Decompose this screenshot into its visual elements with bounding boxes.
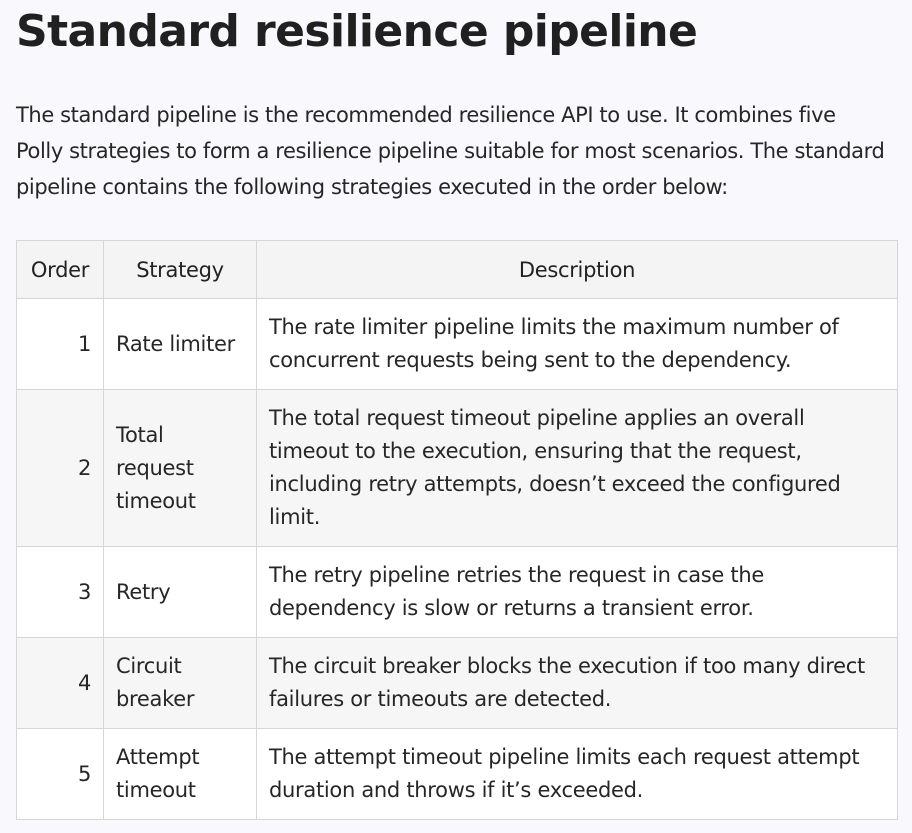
- order-cell: 4: [16, 637, 104, 729]
- table-row: 5 Attempt timeout The attempt timeout pi…: [16, 728, 898, 820]
- header-description: Description: [256, 240, 898, 299]
- description-cell: The rate limiter pipeline limits the max…: [256, 298, 898, 390]
- table-row: 2 Total request timeout The total reques…: [16, 389, 898, 547]
- table-header-row: Order Strategy Description: [16, 240, 898, 299]
- table-row: 4 Circuit breaker The circuit breaker bl…: [16, 637, 898, 729]
- strategy-cell: Total request timeout: [103, 389, 257, 547]
- header-strategy: Strategy: [103, 240, 257, 299]
- description-cell: The retry pipeline retries the request i…: [256, 546, 898, 638]
- table-row: 1 Rate limiter The rate limiter pipeline…: [16, 298, 898, 390]
- order-cell: 5: [16, 728, 104, 820]
- strategies-table: Order Strategy Description 1 Rate limite…: [16, 240, 898, 820]
- strategy-cell: Rate limiter: [103, 298, 257, 390]
- description-cell: The attempt timeout pipeline limits each…: [256, 728, 898, 820]
- strategy-cell: Circuit breaker: [103, 637, 257, 729]
- order-cell: 3: [16, 546, 104, 638]
- strategy-cell: Retry: [103, 546, 257, 638]
- header-order: Order: [16, 240, 104, 299]
- strategy-cell: Attempt timeout: [103, 728, 257, 820]
- order-cell: 1: [16, 298, 104, 390]
- intro-paragraph: The standard pipeline is the recommended…: [16, 103, 885, 199]
- description-cell: The circuit breaker blocks the execution…: [256, 637, 898, 729]
- description-cell: The total request timeout pipeline appli…: [256, 389, 898, 547]
- page-title: Standard resilience pipeline: [16, 6, 698, 57]
- table-row: 3 Retry The retry pipeline retries the r…: [16, 546, 898, 638]
- order-cell: 2: [16, 389, 104, 547]
